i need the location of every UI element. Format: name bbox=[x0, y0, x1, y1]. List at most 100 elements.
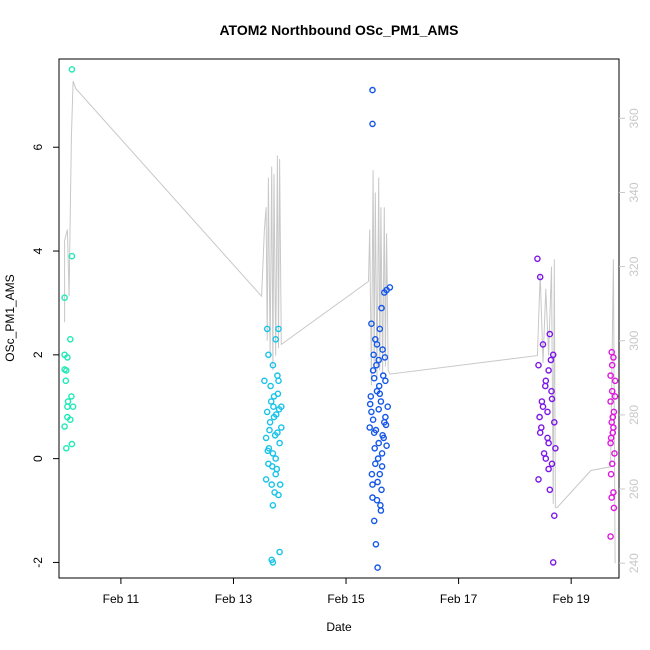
y-tick-label: 4 bbox=[31, 247, 45, 254]
data-point-series-2 bbox=[379, 346, 386, 353]
plot-frame bbox=[58, 58, 620, 579]
axes-layer: Feb 11 Feb 13 Feb 15 Feb 17 Feb 19 -2 0 2 4 6 240 2… bbox=[31, 108, 641, 606]
data-point-series-1 bbox=[277, 424, 285, 431]
data-point-series-3 bbox=[551, 418, 558, 426]
data-point-series-1 bbox=[272, 335, 280, 343]
data-point-series-3 bbox=[536, 413, 543, 421]
data-point-series-4 bbox=[608, 460, 616, 468]
data-point-series-3 bbox=[535, 361, 542, 369]
data-point-series-2 bbox=[376, 325, 384, 333]
data-point-series-3 bbox=[551, 512, 558, 520]
x-tick-label: Feb 15 bbox=[327, 592, 365, 606]
data-point-series-4 bbox=[607, 434, 615, 442]
data-point-series-4 bbox=[610, 504, 618, 512]
data-point-series-0 bbox=[61, 366, 68, 373]
data-point-series-3 bbox=[542, 377, 550, 385]
x-tick-label: Feb 19 bbox=[552, 592, 590, 606]
data-point-series-2 bbox=[377, 501, 384, 509]
data-point-series-3 bbox=[545, 367, 552, 374]
data-point-series-4 bbox=[610, 424, 617, 431]
data-point-series-1 bbox=[276, 439, 283, 447]
data-point-series-3 bbox=[544, 408, 551, 416]
data-point-series-2 bbox=[369, 120, 376, 128]
data-point-series-4 bbox=[608, 361, 616, 369]
data-point-series-2 bbox=[374, 564, 381, 571]
data-point-series-0 bbox=[64, 403, 71, 411]
x-tick-label: Feb 13 bbox=[215, 592, 253, 606]
data-point-series-0 bbox=[69, 403, 77, 411]
y2-tick-label: 320 bbox=[627, 256, 641, 276]
data-point-series-2 bbox=[368, 320, 375, 328]
data-point-series-4 bbox=[611, 377, 619, 385]
data-point-series-4 bbox=[607, 372, 614, 379]
data-point-series-3 bbox=[539, 403, 547, 411]
data-point-series-2 bbox=[368, 408, 375, 416]
x-axis-label: Date bbox=[326, 620, 352, 634]
data-point-series-1 bbox=[276, 481, 284, 488]
data-point-series-0 bbox=[68, 440, 76, 448]
y-axis-label: OSc_PM1_AMS bbox=[3, 274, 17, 361]
data-point-series-2 bbox=[381, 354, 389, 361]
data-point-series-2 bbox=[370, 374, 378, 382]
data-point-series-1 bbox=[268, 481, 276, 488]
data-point-series-2 bbox=[373, 361, 380, 369]
points-layer bbox=[61, 66, 619, 571]
data-point-series-2 bbox=[375, 405, 383, 413]
data-point-series-0 bbox=[64, 398, 72, 405]
data-point-series-2 bbox=[382, 413, 389, 421]
data-point-series-3 bbox=[534, 255, 541, 263]
data-point-series-1 bbox=[262, 476, 270, 483]
chart-title: ATOM2 Northbound OSc_PM1_AMS bbox=[219, 22, 458, 38]
data-point-series-2 bbox=[369, 494, 376, 501]
data-point-series-2 bbox=[378, 486, 385, 494]
data-point-series-0 bbox=[67, 335, 74, 343]
data-point-series-1 bbox=[272, 470, 280, 478]
data-point-series-2 bbox=[366, 424, 374, 431]
data-point-series-2 bbox=[382, 377, 389, 385]
data-point-series-0 bbox=[62, 377, 70, 385]
data-point-series-3 bbox=[549, 351, 557, 359]
data-point-series-1 bbox=[272, 411, 280, 418]
data-point-series-2 bbox=[369, 367, 377, 374]
data-point-series-2 bbox=[368, 470, 376, 478]
data-point-series-1 bbox=[275, 377, 282, 385]
data-point-series-1 bbox=[271, 431, 279, 439]
y2-tick-label: 300 bbox=[627, 330, 641, 350]
data-point-series-3 bbox=[548, 387, 555, 395]
data-point-series-2 bbox=[374, 455, 382, 462]
data-point-series-3 bbox=[536, 273, 544, 281]
data-point-series-0 bbox=[68, 252, 76, 260]
data-point-series-2 bbox=[372, 426, 380, 434]
secondary-trace-line bbox=[64, 81, 616, 564]
data-point-series-3 bbox=[546, 486, 554, 494]
y-tick-label: 0 bbox=[31, 455, 45, 462]
data-point-series-1 bbox=[276, 548, 283, 556]
data-point-series-2 bbox=[375, 356, 383, 364]
data-point-series-3 bbox=[542, 382, 549, 390]
data-point-series-2 bbox=[372, 541, 380, 548]
data-point-series-2 bbox=[379, 431, 386, 439]
data-point-series-0 bbox=[67, 416, 74, 424]
data-point-series-4 bbox=[611, 393, 619, 400]
data-point-series-2 bbox=[383, 442, 390, 450]
data-point-series-0 bbox=[68, 66, 76, 73]
data-point-series-3 bbox=[540, 450, 548, 457]
data-point-series-2 bbox=[376, 470, 384, 478]
y2-tick-label: 340 bbox=[627, 182, 641, 202]
data-point-series-4 bbox=[611, 450, 618, 457]
data-point-series-1 bbox=[267, 382, 274, 390]
data-point-series-2 bbox=[375, 382, 383, 390]
data-point-series-2 bbox=[382, 421, 390, 429]
x-tick-label: Feb 11 bbox=[103, 592, 140, 606]
data-point-series-1 bbox=[266, 426, 273, 434]
data-point-series-1 bbox=[275, 405, 283, 413]
data-point-series-1 bbox=[268, 463, 276, 470]
data-point-series-4 bbox=[607, 470, 615, 478]
y2-tick-label: 260 bbox=[627, 479, 641, 499]
data-point-series-1 bbox=[275, 325, 282, 333]
data-point-series-2 bbox=[376, 390, 384, 398]
data-point-series-1 bbox=[268, 556, 276, 564]
data-point-series-0 bbox=[68, 393, 75, 400]
data-point-series-2 bbox=[367, 393, 375, 400]
